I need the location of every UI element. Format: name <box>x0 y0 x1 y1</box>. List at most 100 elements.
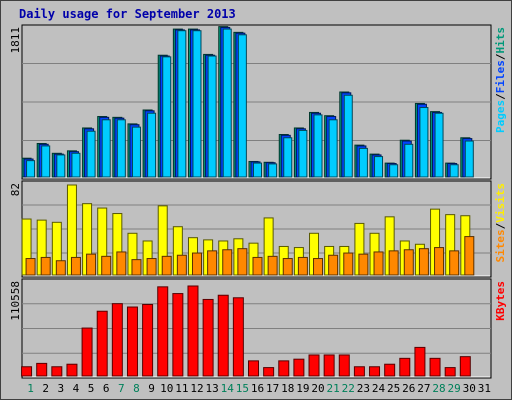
x-tick-label: 11 <box>175 382 188 395</box>
bar-kbytes-s0-7 <box>111 303 123 377</box>
x-tick-label: 1 <box>27 382 34 395</box>
axis-label-part: KBytes <box>494 281 507 321</box>
bar-visits-sites-s1-24 <box>373 251 384 276</box>
bar-kbytes-s0-11 <box>172 293 184 377</box>
bar-hits-files-pages-s2-21 <box>328 119 338 178</box>
bar-visits-sites-s1-5 <box>86 253 97 276</box>
x-tick-label: 22 <box>342 382 355 395</box>
bar-kbytes-s0-26 <box>399 357 411 377</box>
bar-hits-files-pages-s2-8 <box>131 126 141 178</box>
bar-hits-files-pages-s2-5 <box>86 130 96 178</box>
bar-visits-sites-s1-27 <box>418 248 429 276</box>
bar-kbytes-s0-29 <box>444 367 456 377</box>
bar-hits-files-pages-s2-27 <box>419 107 429 178</box>
bar-kbytes-s0-24 <box>369 366 381 377</box>
bar-visits-sites-s1-13 <box>207 250 218 276</box>
panel-kbytes: 110558 KBytes <box>9 278 507 379</box>
bar-kbytes-s0-2 <box>36 362 48 377</box>
axis-label-part: Visits <box>494 183 507 223</box>
bar-kbytes-s0-18 <box>278 360 290 377</box>
bar-kbytes-s0-22 <box>338 354 350 377</box>
bar-visits-sites-s1-4 <box>70 256 81 276</box>
x-tick-label: 7 <box>118 382 125 395</box>
bar-visits-sites-s1-15 <box>237 248 248 276</box>
y-max-label: 82 <box>9 183 22 196</box>
x-tick-label: 24 <box>372 382 386 395</box>
bar-hits-files-pages-s2-7 <box>116 119 126 178</box>
axis-label-part: / <box>494 222 507 229</box>
bar-kbytes-s0-9 <box>142 303 154 377</box>
bar-kbytes-s0-3 <box>51 366 63 377</box>
y-max-label: 110558 <box>9 281 22 321</box>
bar-hits-files-pages-s2-29 <box>449 164 459 178</box>
bar-hits-files-pages-s2-13 <box>207 55 217 178</box>
bar-visits-sites-s1-19 <box>297 256 308 276</box>
bar-kbytes-s0-25 <box>384 363 396 377</box>
bar-visits-sites-s1-21 <box>328 254 339 276</box>
bar-visits-sites-s1-17 <box>267 255 278 276</box>
bar-hits-files-pages-s2-23 <box>358 147 368 178</box>
bar-hits-files-pages-s2-9 <box>147 112 157 178</box>
bar-kbytes-s0-5 <box>81 327 93 377</box>
bar-hits-files-pages-s2-1 <box>26 160 36 178</box>
bar-hits-files-pages-s2-19 <box>298 129 308 178</box>
bar-visits-sites-s1-14 <box>222 249 233 276</box>
x-tick-label: 16 <box>251 382 264 395</box>
x-tick-label: 2 <box>42 382 49 395</box>
bar-kbytes-s0-27 <box>414 346 426 377</box>
x-tick-label: 4 <box>73 382 80 395</box>
axis-label-visits-sites: Sites/Visits <box>494 183 507 263</box>
x-tick-label: 8 <box>133 382 140 395</box>
x-tick-label: 26 <box>402 382 415 395</box>
bar-visits-sites-s1-28 <box>434 247 445 276</box>
bar-visits-sites-s1-20 <box>313 258 324 276</box>
x-tick-label: 3 <box>58 382 65 395</box>
bar-visits-sites-s1-30 <box>464 236 475 276</box>
bar-visits-sites-s1-22 <box>343 252 354 276</box>
x-tick-label: 19 <box>296 382 309 395</box>
bar-visits-sites-s1-12 <box>191 252 202 276</box>
bar-hits-files-pages-s2-22 <box>343 94 353 178</box>
bar-hits-files-pages-s2-10 <box>162 56 172 178</box>
axis-label-part: Files <box>494 60 507 93</box>
bar-visits-sites-s1-6 <box>101 255 112 276</box>
bar-visits-sites-s1-2 <box>40 256 51 276</box>
bar-hits-files-pages-s2-25 <box>389 164 399 178</box>
bar-hits-files-pages-s2-6 <box>101 119 111 178</box>
x-tick-label: 25 <box>387 382 400 395</box>
axis-label-part: / <box>494 53 507 60</box>
bar-kbytes-s0-1 <box>21 366 33 377</box>
bar-hits-files-pages-s2-14 <box>222 28 232 178</box>
x-tick-label: 5 <box>88 382 95 395</box>
bar-kbytes-s0-6 <box>96 310 108 377</box>
bar-kbytes-s0-23 <box>353 366 365 377</box>
bar-visits-sites-s1-16 <box>252 256 263 276</box>
bar-kbytes-s0-21 <box>323 354 335 377</box>
axis-label-part: / <box>494 93 507 100</box>
x-tick-label: 18 <box>281 382 294 395</box>
bar-hits-files-pages-s2-20 <box>313 114 323 178</box>
x-tick-label: 29 <box>448 382 461 395</box>
bar-hits-files-pages-s2-24 <box>374 156 384 178</box>
bar-hits-files-pages-s2-15 <box>237 34 247 178</box>
bar-visits-sites-s1-25 <box>388 250 399 276</box>
bar-kbytes-s0-19 <box>293 358 305 377</box>
bar-visits-sites-s1-7 <box>116 251 127 276</box>
x-tick-label: 6 <box>103 382 110 395</box>
bar-kbytes-s0-13 <box>202 298 214 377</box>
bar-kbytes-s0-17 <box>263 367 275 377</box>
bar-hits-files-pages-s2-17 <box>268 163 278 178</box>
bar-visits-sites-s1-8 <box>131 259 142 276</box>
axis-label-part: Hits <box>494 27 507 54</box>
x-tick-label: 10 <box>160 382 173 395</box>
bar-visits-sites-s1-18 <box>282 258 293 276</box>
x-tick-label: 21 <box>327 382 340 395</box>
bar-visits-sites-s1-23 <box>358 253 369 276</box>
bar-visits-sites-s1-1 <box>25 258 36 276</box>
panel-visits-sites: 82 Sites/Visits <box>9 180 507 278</box>
bar-hits-files-pages-s2-26 <box>404 143 414 178</box>
bar-kbytes-s0-30 <box>459 356 471 377</box>
bar-hits-files-pages-s2-28 <box>434 112 444 178</box>
